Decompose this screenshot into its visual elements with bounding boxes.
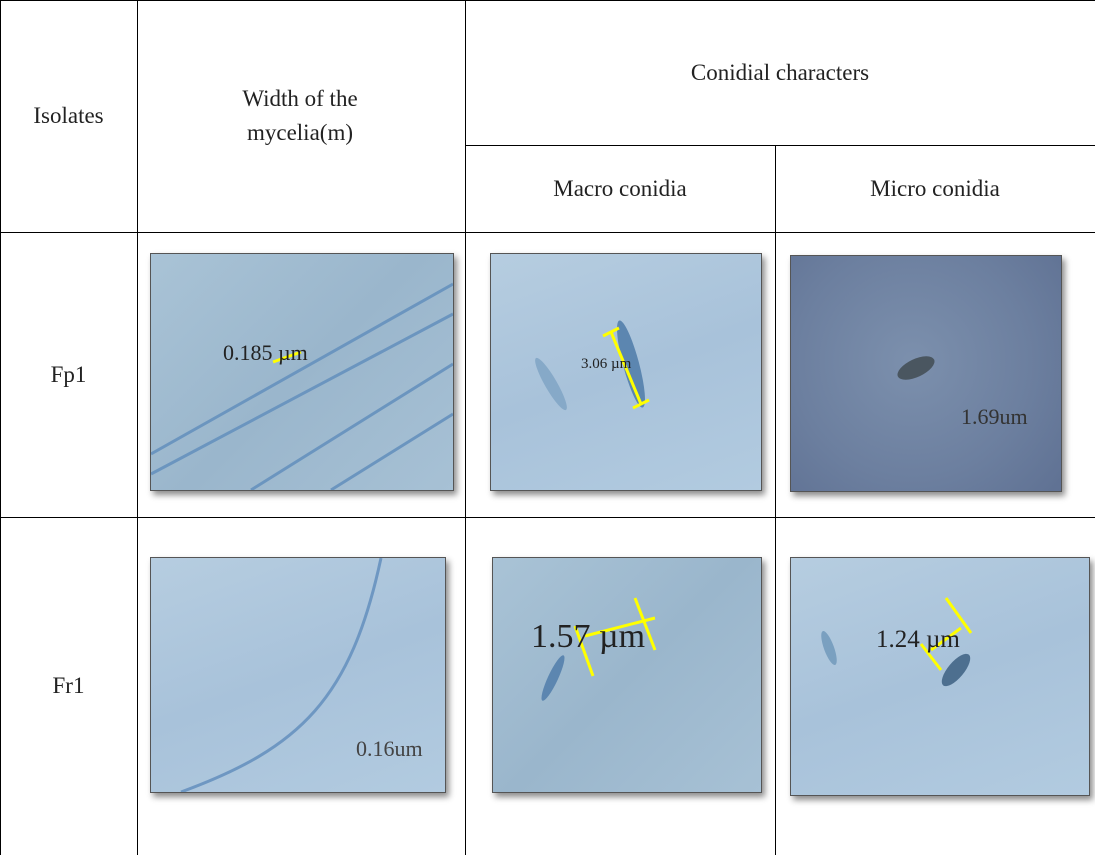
rule	[775, 145, 776, 855]
micrograph: 1.24 µm	[790, 557, 1090, 796]
isolate: Fp1	[0, 232, 137, 517]
measurement: 3.06 µm	[581, 356, 631, 373]
micrograph: 1.69um	[790, 255, 1062, 492]
measurement: 1.57 µm	[531, 618, 645, 656]
measurement: 0.185 µm	[223, 340, 308, 366]
measurement: 1.69um	[961, 404, 1028, 430]
micrograph: 1.57 µm	[492, 557, 762, 793]
header-cell: Macro conidia	[465, 145, 775, 232]
isolate: Fr1	[0, 517, 137, 855]
measurement: 1.24 µm	[876, 626, 960, 654]
micrograph: 0.185 µm	[150, 253, 454, 491]
header-cell: Conidial characters	[465, 0, 1095, 145]
rule	[137, 0, 138, 855]
micrograph: 3.06 µm	[490, 253, 762, 491]
header-cell: Isolates	[0, 0, 137, 232]
micrograph: 0.16um	[150, 557, 446, 793]
page: Isolates Width of the mycelia(m) Conidia…	[0, 0, 1095, 855]
header-cell: Width of the mycelia(m)	[190, 0, 410, 232]
header-cell: Micro conidia	[775, 145, 1095, 232]
measurement: 0.16um	[356, 736, 423, 762]
rule	[0, 517, 1095, 518]
rule	[0, 232, 1095, 233]
